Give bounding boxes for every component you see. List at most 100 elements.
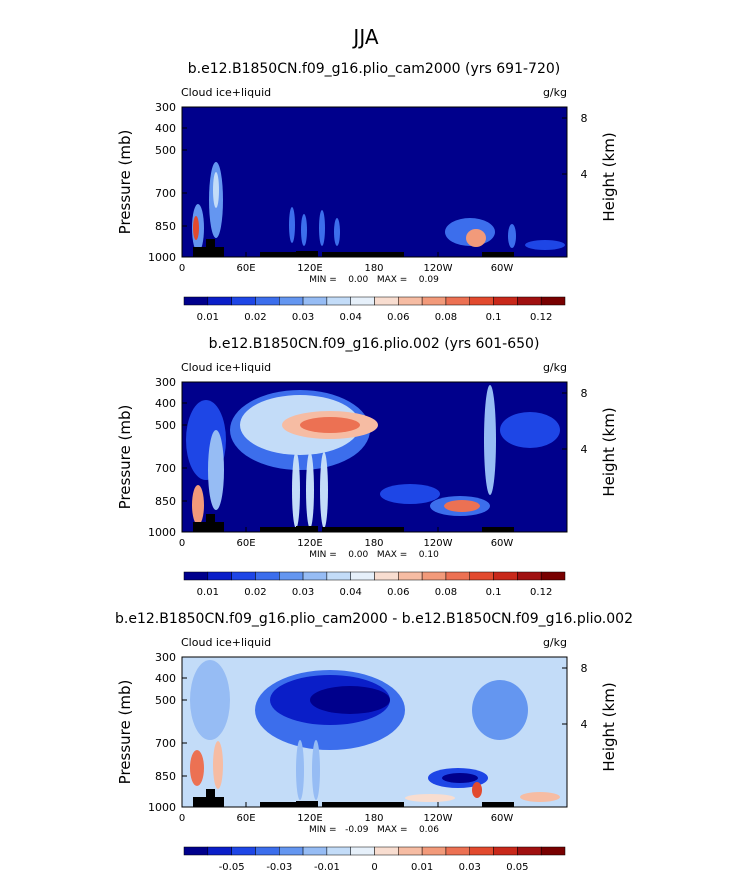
colorbar: 0.01 0.02 0.03 0.04 0.06 0.08 0.1 0.12	[183, 571, 566, 598]
colorbar-label: -0.03	[266, 862, 292, 873]
contour-region	[312, 740, 320, 800]
contour-region	[296, 740, 304, 800]
colorbar-swatch	[350, 846, 375, 856]
x-tick-label: 60E	[236, 538, 255, 549]
land-mask	[482, 252, 514, 257]
contour-region	[380, 484, 440, 504]
colorbar-swatch	[517, 296, 542, 306]
land-mask	[206, 789, 215, 807]
colorbar-swatch	[183, 296, 209, 306]
colorbar-swatch	[517, 846, 542, 856]
chart-panel-3: b.e12.B1850CN.f09_g16.plio_cam2000 - b.e…	[115, 611, 633, 873]
contour-region	[310, 686, 390, 714]
land-mask	[260, 252, 296, 257]
land-mask	[296, 251, 318, 257]
chart-title: b.e12.B1850CN.f09_g16.plio_cam2000 - b.e…	[115, 611, 633, 627]
colorbar-label: 0.04	[340, 312, 362, 323]
min-max-text: MIN = 0.00 MAX = 0.10	[309, 550, 439, 560]
units-label: g/kg	[543, 86, 567, 99]
colorbar-label: 0.05	[506, 862, 528, 873]
colorbar-label: 0.08	[435, 587, 457, 598]
colorbar-swatch	[398, 296, 423, 306]
y-tick-label: 300	[155, 651, 176, 664]
colorbar-swatch	[255, 846, 280, 856]
colorbar-label: 0.1	[486, 587, 502, 598]
contour-region	[472, 680, 528, 740]
colorbar-swatch	[469, 571, 494, 581]
colorbar-label: 0.02	[244, 312, 266, 323]
contour-region	[320, 452, 328, 528]
colorbar-swatch	[421, 571, 447, 581]
y-axis-label: Pressure (mb)	[116, 405, 134, 510]
land-mask	[206, 514, 215, 532]
height-tick-label: 8	[581, 662, 588, 675]
contour-region	[208, 430, 224, 510]
colorbar-swatch	[350, 296, 375, 306]
contour-region	[525, 240, 565, 250]
colorbar-label: 0.03	[292, 587, 314, 598]
x-tick-label: 60E	[236, 263, 255, 274]
chart-title: b.e12.B1850CN.f09_g16.plio_cam2000 (yrs …	[188, 61, 560, 77]
colorbar-swatch	[231, 296, 256, 306]
colorbar-swatch	[445, 846, 470, 856]
x-tick-label: 0	[179, 813, 185, 824]
colorbar-swatch	[374, 571, 399, 581]
contour-region	[193, 216, 199, 240]
y-tick-label: 300	[155, 376, 176, 389]
contour-region	[190, 750, 204, 786]
colorbar-label: 0.12	[530, 587, 552, 598]
y-tick-label: 700	[155, 737, 176, 750]
colorbar-swatch	[374, 846, 399, 856]
contour-field	[182, 382, 567, 532]
colorbar: -0.05 -0.03 -0.01 0 0.01 0.03 0.05	[183, 846, 566, 873]
contour-region	[500, 412, 560, 448]
colorbar-swatch	[469, 296, 494, 306]
colorbar-label: 0.06	[387, 587, 409, 598]
contour-region	[466, 229, 486, 247]
y-tick-label: 700	[155, 462, 176, 475]
colorbar-swatch	[421, 296, 447, 306]
colorbar-label: 0.01	[197, 312, 219, 323]
variable-label: Cloud ice+liquid	[181, 86, 271, 99]
min-max-text: MIN = 0.00 MAX = 0.09	[309, 275, 439, 285]
x-tick-label: 180	[364, 263, 383, 274]
field-background	[182, 107, 567, 257]
land-mask	[206, 239, 215, 257]
colorbar-label: 0.01	[197, 587, 219, 598]
colorbar-swatch	[207, 846, 232, 856]
colorbar: 0.01 0.02 0.03 0.04 0.06 0.08 0.1 0.12	[183, 296, 566, 323]
land-mask	[482, 527, 514, 532]
x-tick-label: 0	[179, 538, 185, 549]
colorbar-swatch	[183, 571, 209, 581]
x-tick-label: 120W	[424, 538, 453, 549]
contour-region	[520, 792, 560, 802]
colorbar-label: 0.02	[244, 587, 266, 598]
colorbar-swatch	[279, 571, 304, 581]
colorbar-swatch	[374, 296, 399, 306]
land-mask	[296, 801, 318, 807]
x-tick-label: 120W	[424, 813, 453, 824]
contour-region	[300, 417, 360, 433]
colorbar-swatch	[302, 846, 328, 856]
colorbar-swatch	[279, 296, 304, 306]
y-tick-label: 500	[155, 694, 176, 707]
height-tick-label: 4	[581, 718, 588, 731]
colorbar-label: 0.1	[486, 312, 502, 323]
colorbar-swatch	[517, 571, 542, 581]
land-mask	[260, 802, 296, 807]
y-tick-label: 500	[155, 419, 176, 432]
colorbar-label: 0.08	[435, 312, 457, 323]
colorbar-swatch	[350, 571, 375, 581]
x-tick-label: 60W	[491, 538, 514, 549]
x-tick-label: 120E	[297, 263, 322, 274]
y-tick-label: 1000	[148, 801, 176, 814]
min-max-text: MIN = -0.09 MAX = 0.06	[309, 825, 439, 835]
colorbar-label: 0.12	[530, 312, 552, 323]
right-axis-label: Height (km)	[600, 682, 618, 771]
contour-region	[190, 660, 230, 740]
page-title: JJA	[351, 25, 378, 49]
y-tick-label: 700	[155, 187, 176, 200]
colorbar-swatch	[231, 571, 256, 581]
x-tick-label: 180	[364, 813, 383, 824]
